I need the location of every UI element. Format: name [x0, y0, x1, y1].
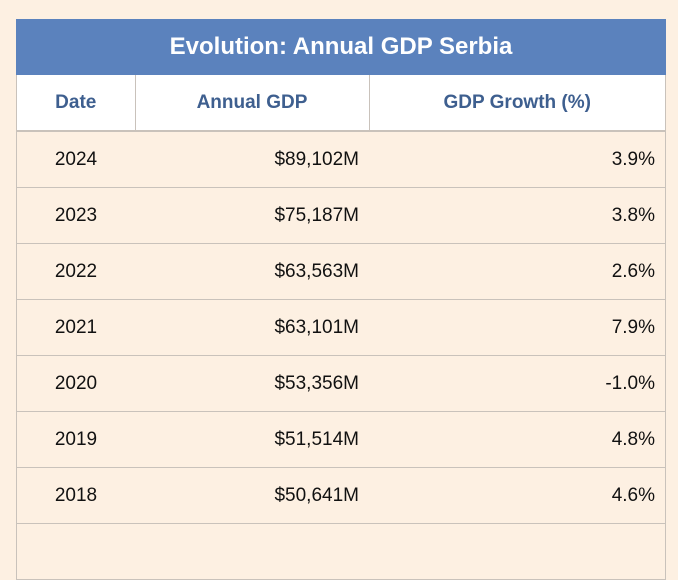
- cell-gdp-growth: 3.8%: [369, 187, 665, 244]
- header-date: Date: [17, 75, 135, 132]
- table-row: 2020 $53,356M -1.0%: [17, 355, 665, 412]
- cell-date: 2019: [17, 411, 135, 468]
- cell-annual-gdp: $53,356M: [135, 355, 369, 412]
- cell-annual-gdp: $50,641M: [135, 467, 369, 524]
- cell-date: 2018: [17, 467, 135, 524]
- table-header-row: Date Annual GDP GDP Growth (%): [17, 75, 665, 132]
- cell-gdp-growth: 4.8%: [369, 411, 665, 468]
- cell-date: 2024: [17, 131, 135, 188]
- cell-date: 2022: [17, 243, 135, 300]
- table-row: 2018 $50,641M 4.6%: [17, 467, 665, 524]
- table-row: 2024 $89,102M 3.9%: [17, 131, 665, 188]
- table-row: 2019 $51,514M 4.8%: [17, 411, 665, 468]
- cell-gdp-growth: -1.0%: [369, 355, 665, 412]
- cell-gdp-growth: [369, 523, 665, 580]
- table-row: 2022 $63,563M 2.6%: [17, 243, 665, 300]
- cell-annual-gdp: $51,514M: [135, 411, 369, 468]
- cell-date: 2021: [17, 299, 135, 356]
- header-annual-gdp: Annual GDP: [134, 75, 369, 132]
- cell-date: 2023: [17, 187, 135, 244]
- cell-gdp-growth: 2.6%: [369, 243, 665, 300]
- table-row: 2023 $75,187M 3.8%: [17, 187, 665, 244]
- cell-date: [17, 523, 135, 580]
- table-row: 2021 $63,101M 7.9%: [17, 299, 665, 356]
- cell-date: 2020: [17, 355, 135, 412]
- cell-annual-gdp: $63,101M: [135, 299, 369, 356]
- gdp-table-container: Evolution: Annual GDP Serbia Date Annual…: [16, 19, 666, 580]
- gdp-table: Date Annual GDP GDP Growth (%) 2024 $89,…: [17, 75, 665, 580]
- cell-gdp-growth: 4.6%: [369, 467, 665, 524]
- table-row: [17, 523, 665, 580]
- cell-annual-gdp: $89,102M: [135, 131, 369, 188]
- header-gdp-growth: GDP Growth (%): [368, 75, 665, 132]
- cell-annual-gdp: $75,187M: [135, 187, 369, 244]
- cell-annual-gdp: [135, 523, 369, 580]
- cell-annual-gdp: $63,563M: [135, 243, 369, 300]
- table-title: Evolution: Annual GDP Serbia: [16, 19, 666, 75]
- cell-gdp-growth: 7.9%: [369, 299, 665, 356]
- cell-gdp-growth: 3.9%: [369, 131, 665, 188]
